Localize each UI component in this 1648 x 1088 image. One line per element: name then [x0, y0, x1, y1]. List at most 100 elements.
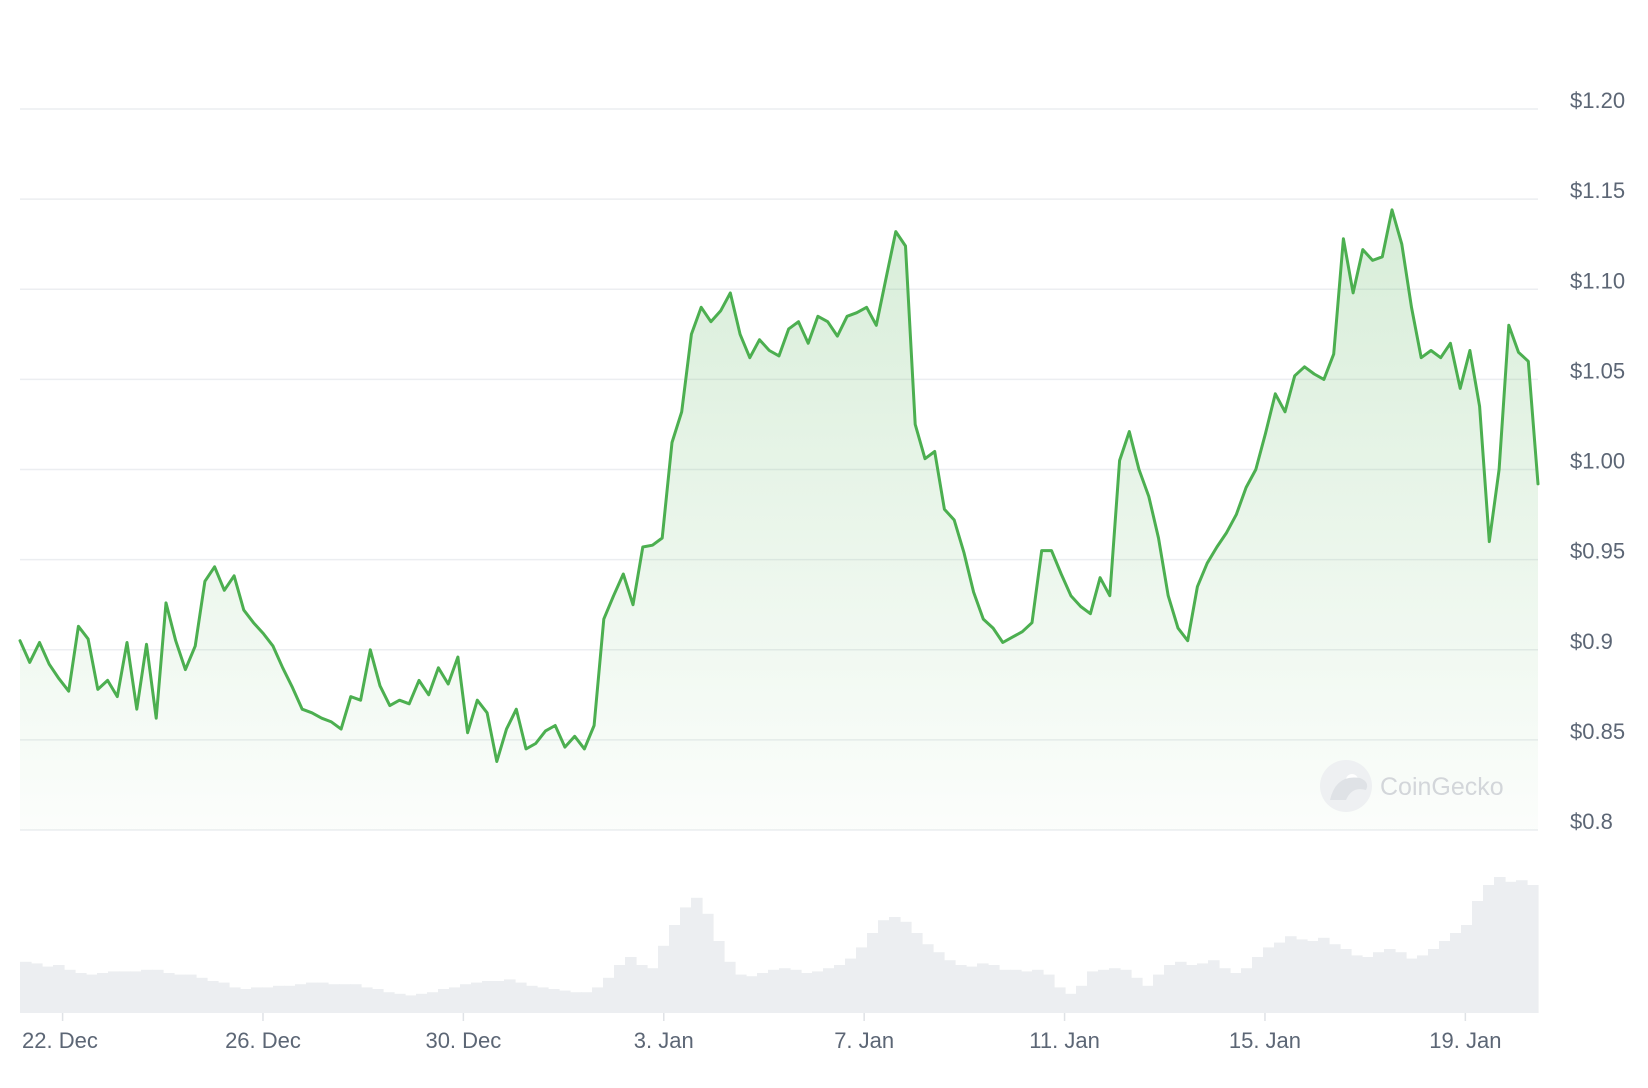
volume-bar — [570, 992, 582, 1013]
volume-bar — [1054, 987, 1066, 1013]
volume-bar — [262, 987, 274, 1013]
volume-bar — [240, 989, 252, 1013]
volume-bar — [174, 974, 186, 1013]
volume-bar — [559, 990, 571, 1013]
y-tick-label: $1.00 — [1570, 449, 1625, 474]
volume-bar — [1373, 952, 1385, 1013]
volume-bar — [1230, 973, 1242, 1013]
volume-bar — [1208, 960, 1220, 1013]
x-tick-label: 7. Jan — [834, 1028, 894, 1053]
volume-bar — [955, 965, 967, 1013]
volume-bar — [735, 974, 747, 1013]
volume-bar — [702, 913, 714, 1013]
volume-bar — [504, 979, 516, 1013]
volume-bar — [713, 941, 725, 1013]
volume-bar — [867, 933, 879, 1013]
volume-bar — [284, 985, 296, 1013]
volume-bar — [603, 977, 615, 1013]
volume-bar — [1329, 944, 1341, 1013]
y-tick-label: $0.8 — [1570, 809, 1613, 834]
volume-bar — [900, 921, 912, 1013]
volume-bar — [515, 982, 527, 1013]
volume-bar — [801, 973, 813, 1013]
y-tick-label: $1.05 — [1570, 358, 1625, 383]
volume-bar — [42, 966, 54, 1013]
volume-bar — [1406, 958, 1418, 1013]
volume-bar — [372, 989, 384, 1013]
volume-bar — [1450, 933, 1462, 1013]
volume-bar — [306, 982, 318, 1013]
volume-bar — [1010, 969, 1022, 1013]
x-tick-label: 19. Jan — [1429, 1028, 1501, 1053]
volume-bar — [97, 973, 109, 1013]
volume-bar — [1428, 949, 1440, 1013]
volume-bar — [944, 960, 956, 1013]
volume-bar — [812, 971, 824, 1013]
volume-bar — [834, 965, 846, 1013]
volume-bar — [746, 976, 758, 1013]
volume-bar — [350, 984, 362, 1013]
volume-bar — [537, 987, 549, 1013]
volume-bar — [1439, 941, 1451, 1013]
volume-bar — [273, 985, 285, 1013]
gecko-head-icon — [1330, 777, 1368, 800]
volume-bar — [1076, 985, 1088, 1013]
volume-bar — [592, 987, 604, 1013]
volume-bar — [1087, 971, 1099, 1013]
volume-bar — [328, 984, 340, 1013]
volume-bar — [394, 993, 406, 1013]
volume-bar — [779, 968, 791, 1013]
x-tick-label: 22. Dec — [22, 1028, 98, 1053]
volume-bar — [988, 965, 1000, 1013]
volume-bar — [889, 917, 901, 1013]
volume-bar — [1197, 963, 1209, 1013]
volume-bar — [856, 947, 868, 1013]
volume-bar — [636, 965, 648, 1013]
volume-bar — [1098, 969, 1110, 1013]
volume-bar — [1043, 974, 1055, 1013]
volume-bar — [1120, 969, 1132, 1013]
volume-bar — [1461, 925, 1473, 1013]
volume-bar — [405, 995, 417, 1013]
volume-bar — [229, 987, 241, 1013]
volume-bar — [185, 974, 197, 1013]
volume-bar — [119, 971, 131, 1013]
x-tick-label: 30. Dec — [425, 1028, 501, 1053]
volume-bar — [658, 945, 670, 1013]
y-tick-label: $0.9 — [1570, 629, 1613, 654]
volume-bar — [482, 981, 494, 1013]
volume-bar — [911, 933, 923, 1013]
volume-bar — [845, 958, 857, 1013]
volume-bar — [1516, 880, 1528, 1013]
volume-bar — [1252, 957, 1264, 1013]
y-tick-label: $0.95 — [1570, 539, 1625, 564]
volume-bar — [933, 952, 945, 1013]
volume-bar — [1241, 968, 1253, 1013]
volume-bar — [691, 897, 703, 1013]
volume-bar — [1219, 968, 1231, 1013]
volume-bar — [1472, 901, 1484, 1013]
x-tick-label: 11. Jan — [1029, 1028, 1100, 1053]
volume-bar — [493, 981, 505, 1013]
y-axis: $1.20 $1.15 $1.10 $1.05 $1.00 $0.95 $0.9 $0.85 $… — [1570, 88, 1625, 834]
y-tick-label: $1.15 — [1570, 178, 1625, 203]
volume-bar — [1494, 877, 1506, 1013]
volume-bar — [130, 971, 142, 1013]
volume-bar — [823, 968, 835, 1013]
volume-bar — [471, 982, 483, 1013]
volume-bar — [1417, 955, 1429, 1013]
x-tick-label: 26. Dec — [225, 1028, 301, 1053]
volume-bar — [1263, 947, 1275, 1013]
volume-bar — [614, 965, 626, 1013]
volume-bar — [977, 963, 989, 1013]
volume-bar — [922, 944, 934, 1013]
volume-bar — [152, 969, 164, 1013]
volume-bar — [625, 957, 637, 1013]
volume-bar — [218, 982, 230, 1013]
price-series-line — [18, 208, 1540, 763]
volume-bar — [438, 989, 450, 1013]
volume-bar — [141, 969, 153, 1013]
volume-bar — [295, 984, 307, 1013]
volume-bar — [207, 981, 219, 1013]
volume-bar — [449, 987, 461, 1013]
